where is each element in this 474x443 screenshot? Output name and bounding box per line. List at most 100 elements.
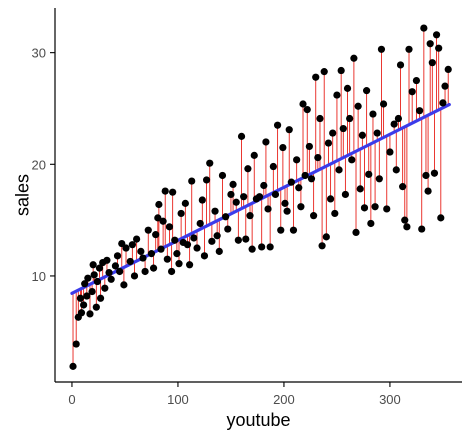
x-tick-label: 300 [379,392,401,407]
data-point [171,236,179,244]
data-point [155,200,163,209]
data-point [93,277,101,286]
data-point [95,264,104,272]
data-point [399,183,407,191]
data-point [89,261,97,269]
data-point [377,45,386,53]
data-point [289,226,298,234]
data-point [266,243,274,251]
data-point [120,281,128,289]
x-tick-label: 100 [167,392,189,407]
data-point [152,231,160,239]
data-point [316,114,324,123]
data-point [369,110,377,118]
data-point [354,102,362,110]
data-point [188,177,196,185]
data-point [297,203,305,211]
data-point [312,73,320,81]
data-point [424,187,432,195]
data-point [248,245,256,253]
y-tick-label: 30 [32,46,46,61]
data-point [335,166,343,174]
data-point [348,156,356,164]
data-point [149,264,158,272]
y-tick-label: 10 [32,269,46,284]
data-point [337,66,345,75]
data-point [69,362,77,370]
data-point [271,190,280,199]
data-point [103,256,111,264]
data-point [113,252,122,260]
data-point [193,244,201,252]
data-point [77,309,86,317]
data-point [390,120,398,128]
data-point [310,212,318,220]
data-point [273,121,282,129]
data-point [122,244,130,252]
data-point [383,205,391,213]
data-point [208,237,216,245]
data-point [331,209,339,218]
data-point [141,267,149,276]
data-point [426,40,434,48]
data-point [293,156,301,164]
data-point [76,294,85,302]
data-point [403,223,411,231]
data-point [130,272,139,280]
x-tick-label: 0 [68,392,75,407]
data-point [307,175,316,183]
data-point [215,247,223,255]
data-point [244,165,252,173]
data-point [139,254,147,262]
data-point [183,241,192,249]
data-point [405,45,413,53]
axes: 0 100 200 300 10 20 30 [32,8,462,407]
data-point [83,292,91,300]
data-point [299,100,307,108]
data-point [432,31,441,39]
data-point [81,280,89,288]
data-point [285,126,293,134]
data-point [320,68,328,76]
data-point [326,195,335,203]
data-point [190,234,198,242]
data-point [412,76,421,85]
data-point [435,44,443,52]
data-point [343,84,352,92]
data-point [396,61,405,69]
data-point [147,250,156,258]
data-point [86,310,94,318]
data-point [386,148,394,156]
data-point [250,151,258,159]
data-point [80,301,88,309]
data-point [105,268,113,277]
data-point [301,171,309,180]
data-point [167,267,176,276]
data-point [177,209,185,218]
data-point [262,138,270,146]
data-point [133,235,141,243]
data-point [322,233,330,241]
data-point [356,185,364,193]
data-point [242,235,250,243]
data-point [116,267,124,276]
data-point [255,193,264,201]
data-point [281,199,289,207]
data-point [408,88,416,96]
data-point [437,214,445,222]
data-point [260,181,268,190]
data-point [72,340,80,348]
data-point [358,131,366,139]
data-point [258,243,266,251]
data-point [144,226,152,234]
data-point [365,170,373,178]
data-point [161,187,169,195]
data-point [277,226,285,234]
data-point [441,82,449,90]
data-point [444,65,452,74]
data-point [420,24,428,32]
data-point [394,114,403,123]
data-point [227,190,235,199]
data-point [416,107,424,115]
